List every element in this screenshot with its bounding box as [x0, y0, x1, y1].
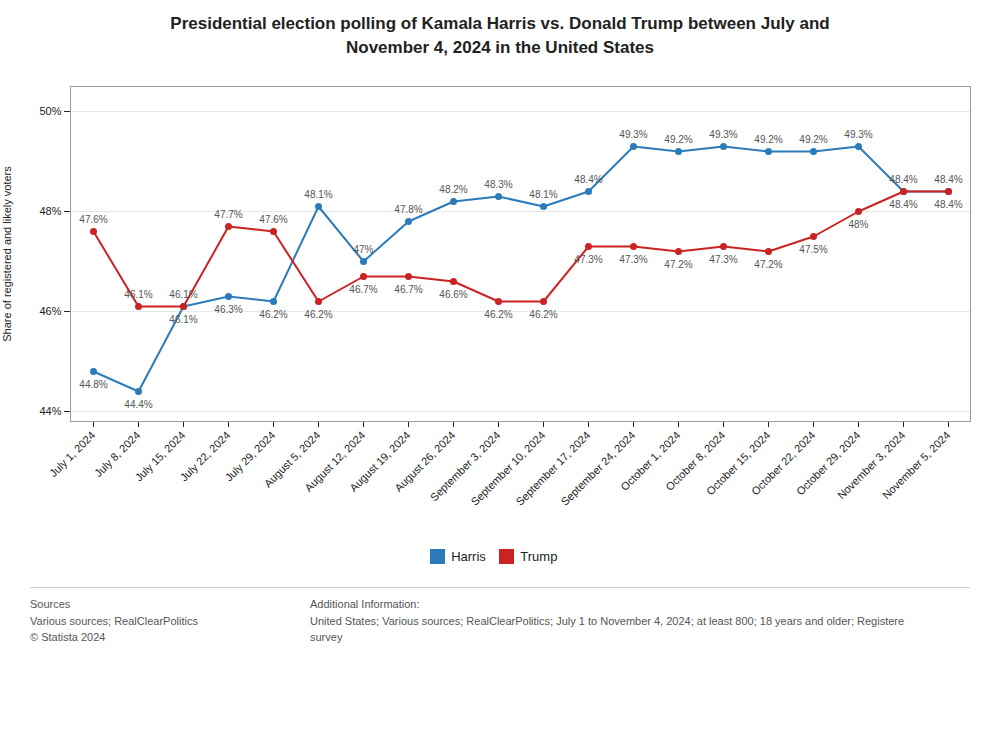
svg-text:46.1%: 46.1% [169, 288, 197, 299]
svg-text:47.8%: 47.8% [394, 203, 422, 214]
svg-text:48.4%: 48.4% [889, 173, 917, 184]
svg-text:October 1, 2024: October 1, 2024 [618, 428, 683, 493]
html-text:Trump: Trump [520, 548, 558, 564]
svg-text:November 5, 2024: November 5, 2024 [880, 428, 952, 500]
svg-text:September 17, 2024: September 17, 2024 [513, 428, 592, 507]
svg-text:46.2%: 46.2% [259, 308, 287, 319]
svg-text:October 15, 2024: October 15, 2024 [703, 428, 773, 497]
svg-text:47.7%: 47.7% [214, 208, 242, 219]
svg-text:44.8%: 44.8% [79, 378, 107, 389]
svg-text:46%: 46% [39, 305, 61, 317]
svg-text:47.6%: 47.6% [259, 213, 287, 224]
svg-text:49.2%: 49.2% [754, 133, 782, 144]
svg-text:44%: 44% [39, 405, 61, 417]
html-text:Additional Information: United: Additional Information: United States; V… [310, 598, 905, 644]
svg-text:46.6%: 46.6% [439, 288, 467, 299]
svg-text:46.7%: 46.7% [394, 283, 422, 294]
svg-text:September 24, 2024: September 24, 2024 [558, 428, 637, 507]
svg-text:48.4%: 48.4% [934, 173, 962, 184]
svg-text:August 5, 2024: August 5, 2024 [261, 428, 323, 490]
html-text:Harris: Harris [451, 548, 486, 564]
svg-text:47.5%: 47.5% [799, 243, 827, 254]
svg-text:July 29, 2024: July 29, 2024 [222, 428, 278, 484]
svg-text:49.3%: 49.3% [709, 128, 737, 139]
svg-text:48.3%: 48.3% [484, 178, 512, 189]
svg-text:49.2%: 49.2% [799, 133, 827, 144]
svg-text:49.3%: 49.3% [844, 128, 872, 139]
svg-text:48.4%: 48.4% [934, 198, 962, 209]
svg-text:50%: 50% [39, 105, 61, 117]
svg-text:48.2%: 48.2% [439, 183, 467, 194]
svg-text:47.3%: 47.3% [574, 253, 602, 264]
svg-text:48.4%: 48.4% [889, 198, 917, 209]
svg-text:July 1, 2024: July 1, 2024 [47, 428, 97, 478]
svg-text:47.3%: 47.3% [619, 253, 647, 264]
html-text:Sources Various sources; RealC: Sources Various sources; RealClearPoliti… [30, 598, 198, 644]
svg-text:48.1%: 48.1% [304, 188, 332, 199]
svg-text:47.2%: 47.2% [754, 258, 782, 269]
svg-text:49.2%: 49.2% [664, 133, 692, 144]
svg-text:46.2%: 46.2% [529, 308, 557, 319]
html-text:Presidential election polling: Presidential election polling of Kamala … [170, 14, 830, 57]
svg-text:August 12, 2024: August 12, 2024 [302, 428, 368, 494]
svg-text:September 10, 2024: September 10, 2024 [468, 428, 547, 507]
svg-text:47.2%: 47.2% [664, 258, 692, 269]
svg-text:46.2%: 46.2% [484, 308, 512, 319]
svg-text:October 8, 2024: October 8, 2024 [663, 428, 728, 493]
svg-text:July 8, 2024: July 8, 2024 [92, 428, 143, 479]
svg-text:Share of registered and likely: Share of registered and likely voters [1, 165, 13, 341]
svg-text:October 29, 2024: October 29, 2024 [793, 428, 863, 497]
svg-text:47%: 47% [353, 243, 373, 254]
svg-text:July 22, 2024: July 22, 2024 [177, 428, 233, 484]
svg-text:46.1%: 46.1% [169, 313, 197, 324]
svg-text:September 3, 2024: September 3, 2024 [427, 428, 503, 503]
svg-text:47.3%: 47.3% [709, 253, 737, 264]
svg-text:48%: 48% [39, 205, 61, 217]
svg-text:46.1%: 46.1% [124, 288, 152, 299]
svg-text:July 15, 2024: July 15, 2024 [132, 428, 188, 484]
svg-text:August 19, 2024: August 19, 2024 [347, 428, 413, 494]
svg-text:48.4%: 48.4% [574, 173, 602, 184]
svg-text:October 22, 2024: October 22, 2024 [748, 428, 818, 497]
svg-text:August 26, 2024: August 26, 2024 [392, 428, 458, 494]
svg-text:47.6%: 47.6% [79, 213, 107, 224]
svg-text:48.1%: 48.1% [529, 188, 557, 199]
svg-text:46.3%: 46.3% [214, 303, 242, 314]
svg-text:49.3%: 49.3% [619, 128, 647, 139]
svg-text:46.2%: 46.2% [304, 308, 332, 319]
svg-text:48%: 48% [848, 218, 868, 229]
svg-text:46.7%: 46.7% [349, 283, 377, 294]
svg-text:November 3, 2024: November 3, 2024 [834, 428, 908, 501]
svg-text:44.4%: 44.4% [124, 398, 152, 409]
